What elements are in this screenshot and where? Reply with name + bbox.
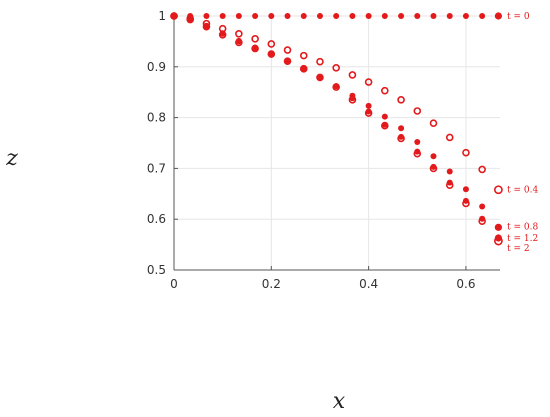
data-point [445,181,454,189]
data-point [397,134,405,143]
series-label: t = 0 [507,12,530,22]
y-tick-label: 0.8 [147,111,166,125]
data-point [284,13,291,19]
data-point [203,23,210,30]
data-point [414,138,421,145]
data-point [494,12,502,20]
data-point [251,44,259,53]
data-point [398,13,405,19]
y-axis-label: z [5,146,18,171]
data-point [381,113,388,120]
data-point [170,12,178,20]
data-point [202,22,211,31]
y-tick-label: 0.6 [147,212,166,226]
data-point [479,203,486,210]
x-tick-label: 0.4 [359,277,378,291]
data-point [494,223,502,231]
data-point [365,102,372,109]
data-point [364,78,373,86]
data-point [332,83,340,91]
data-point [493,236,503,246]
data-point [462,13,469,19]
data-point [252,13,259,19]
data-point [299,51,308,60]
data-point [430,153,437,160]
series-label: t = 0.4 [507,186,538,196]
series-layer [170,12,503,246]
y-tick-label: 0.5 [147,263,166,277]
data-point [283,46,292,54]
data-point [462,148,470,157]
data-point [218,30,227,39]
data-point [235,29,243,38]
series-0 [171,12,502,20]
series-3 [171,13,502,242]
data-point [219,13,226,19]
data-point [413,107,422,115]
data-point [462,186,469,193]
data-point [446,168,453,175]
data-point [429,119,438,127]
data-point [171,13,177,19]
data-point [267,40,276,48]
data-point [186,15,195,24]
x-tick-label: 0 [170,277,178,291]
data-point [478,165,486,174]
data-point [316,57,324,66]
data-point [430,13,437,19]
series-2 [171,13,502,231]
data-point [493,185,503,195]
grid-layer [173,15,500,271]
x-tick-label: 0.6 [456,277,475,291]
data-point [398,125,405,132]
data-point [268,13,275,19]
data-point [429,164,438,173]
data-point [479,13,486,19]
series-label: t = 2 [507,244,530,254]
data-point [445,133,454,142]
data-point [349,13,356,19]
data-point [203,13,210,19]
series-label: t = 0.8 [507,222,538,232]
data-point [414,13,421,19]
data-point [299,65,308,73]
data-point [397,96,405,104]
data-point [283,57,292,66]
series-1 [170,12,503,195]
data-point [235,38,243,47]
label-layer: t = 0 t = 0.4 t = 0.8 t = 1.2t = 2 [507,12,538,254]
y-tick-label: 0.9 [147,60,166,74]
data-point [413,149,422,158]
data-point [332,64,340,72]
data-point [365,13,372,19]
data-point [316,13,323,19]
x-tick-label: 0.2 [262,277,281,291]
series-label: t = 1.2 [507,234,538,244]
data-point [381,86,389,95]
data-point [478,217,486,226]
data-point [333,13,340,19]
data-point [251,35,259,43]
y-tick-label: 0.7 [147,161,166,175]
y-tick-label: 1 [158,9,166,23]
data-point [348,71,357,79]
data-point [414,148,421,155]
data-point [187,16,194,23]
data-point [446,13,453,19]
series-4 [170,12,503,246]
data-point [462,199,470,208]
data-point [348,96,357,104]
data-point [300,13,307,19]
axis-layer: 0 0.2 0.4 0.6 0.5 0.6 0.7 0.8 0.9 1 [147,9,500,291]
data-point [381,13,388,19]
data-point [364,109,373,117]
data-point [381,121,389,130]
data-point [316,73,324,82]
data-point [267,50,276,58]
data-point [235,13,242,19]
x-axis-label: x [333,389,346,414]
